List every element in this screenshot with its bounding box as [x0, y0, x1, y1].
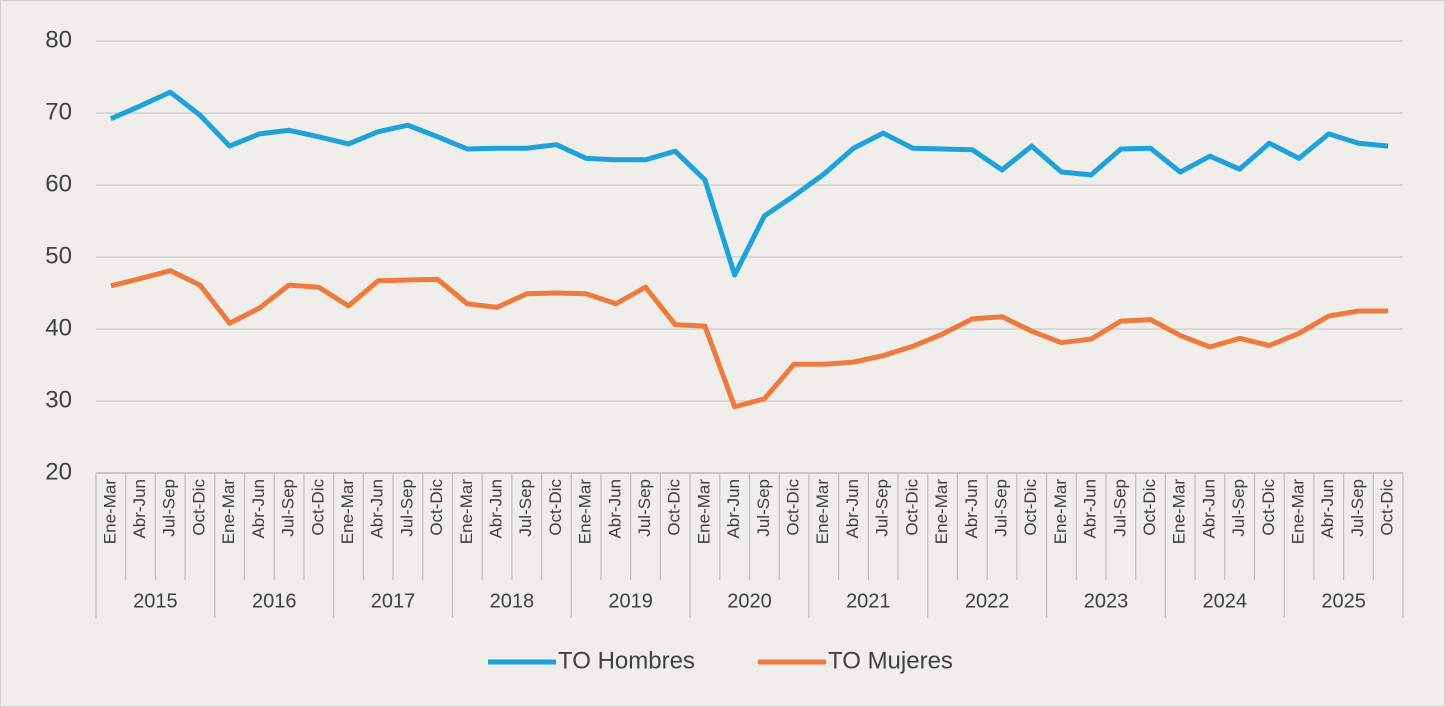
x-tick-label: Abr-Jun — [724, 479, 743, 539]
x-group-label: 2015 — [133, 590, 178, 612]
x-tick-label: Abr-Jun — [843, 479, 862, 539]
x-tick-label: Jul-Sep — [1110, 479, 1129, 537]
x-tick-label: Jul-Sep — [279, 479, 298, 537]
x-tick-label: Abr-Jun — [486, 479, 505, 539]
x-tick-label: Oct-Dic — [1021, 479, 1040, 536]
y-tick-label: 80 — [45, 26, 72, 53]
x-tick-label: Abr-Jun — [962, 479, 981, 539]
x-tick-label: Oct-Dic — [427, 479, 446, 536]
x-tick-label: Ene-Mar — [932, 479, 951, 545]
y-tick-label: 60 — [45, 170, 72, 197]
x-tick-label: Jul-Sep — [160, 479, 179, 537]
legend-label: TO Mujeres — [828, 647, 953, 674]
series-line — [110, 268, 1389, 410]
x-tick-label: Jul-Sep — [516, 479, 535, 537]
x-group-label: 2023 — [1084, 590, 1129, 612]
x-tick-label: Jul-Sep — [873, 479, 892, 537]
x-tick-label: Ene-Mar — [219, 479, 238, 545]
y-tick-label: 50 — [45, 242, 72, 269]
x-tick-label: Oct-Dic — [784, 479, 803, 536]
x-tick-label: Jul-Sep — [635, 479, 654, 537]
x-tick-label: Jul-Sep — [1348, 479, 1367, 537]
x-tick-label: Abr-Jun — [605, 479, 624, 539]
x-tick-label: Jul-Sep — [1229, 479, 1248, 537]
x-tick-label: Jul-Sep — [397, 479, 416, 537]
x-tick-label: Abr-Jun — [1318, 479, 1337, 539]
x-tick-label: Abr-Jun — [368, 479, 387, 539]
x-tick-label: Ene-Mar — [338, 479, 357, 545]
y-tick-label: 20 — [45, 458, 72, 485]
x-tick-label: Abr-Jun — [1081, 479, 1100, 539]
x-tick-label: Abr-Jun — [130, 479, 149, 539]
x-tick-label: Oct-Dic — [902, 479, 921, 536]
x-tick-label: Abr-Jun — [249, 479, 268, 539]
x-tick-label: Ene-Mar — [576, 479, 595, 545]
x-group-label: 2020 — [727, 590, 772, 612]
x-tick-label: Ene-Mar — [1051, 479, 1070, 545]
x-tick-label: Oct-Dic — [308, 479, 327, 536]
x-group-label: 2022 — [965, 590, 1010, 612]
x-tick-label: Ene-Mar — [1170, 479, 1189, 545]
x-tick-label: Jul-Sep — [754, 479, 773, 537]
x-group-label: 2019 — [608, 590, 653, 612]
x-tick-label: Oct-Dic — [1378, 479, 1397, 536]
series-line — [109, 89, 1389, 278]
x-tick-label: Ene-Mar — [100, 479, 119, 545]
x-group-label: 2025 — [1321, 590, 1366, 612]
x-group-label: 2024 — [1203, 590, 1248, 612]
x-tick-label: Ene-Mar — [813, 479, 832, 545]
legend-label: TO Hombres — [558, 647, 695, 674]
x-group-label: 2017 — [371, 590, 416, 612]
x-tick-label: Abr-Jun — [1199, 479, 1218, 539]
y-tick-label: 30 — [45, 386, 72, 413]
x-tick-label: Ene-Mar — [1289, 479, 1308, 545]
x-group-label: 2018 — [490, 590, 535, 612]
x-tick-label: Oct-Dic — [189, 479, 208, 536]
x-tick-label: Jul-Sep — [991, 479, 1010, 537]
y-tick-label: 40 — [45, 314, 72, 341]
x-tick-label: Oct-Dic — [546, 479, 565, 536]
x-tick-label: Oct-Dic — [1259, 479, 1278, 536]
x-tick-label: Ene-Mar — [457, 479, 476, 545]
x-tick-label: Oct-Dic — [665, 479, 684, 536]
x-tick-label: Oct-Dic — [1140, 479, 1159, 536]
x-group-label: 2016 — [252, 590, 297, 612]
y-tick-label: 70 — [45, 98, 72, 125]
x-group-label: 2021 — [846, 590, 891, 612]
x-tick-label: Ene-Mar — [694, 479, 713, 545]
